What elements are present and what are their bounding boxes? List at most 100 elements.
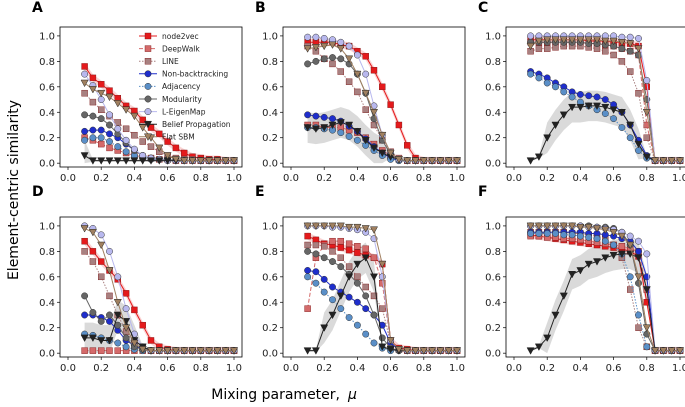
y-tick-label: 0.4 xyxy=(485,108,501,119)
data-point xyxy=(88,86,97,94)
data-point xyxy=(321,243,328,250)
data-point xyxy=(97,157,106,165)
data-point xyxy=(585,233,593,241)
data-point xyxy=(361,254,370,262)
data-point xyxy=(386,346,395,354)
data-point xyxy=(311,125,320,133)
data-point xyxy=(370,67,378,74)
data-point xyxy=(89,112,97,120)
data-point xyxy=(378,131,387,140)
data-point xyxy=(353,223,362,232)
data-point xyxy=(97,317,105,325)
data-point xyxy=(651,347,660,355)
data-point xyxy=(378,321,386,329)
data-point xyxy=(551,121,560,130)
data-point xyxy=(362,305,370,313)
panel-F: F 0.0 0.2 0.4 0.6 0.8 1.0 0.0 0.2 0.4 0.6 0.8 1.0 xyxy=(478,184,685,374)
y-tick-label: 0.8 xyxy=(485,57,501,68)
bp-uncertainty-band xyxy=(307,242,457,352)
data-point xyxy=(155,347,164,355)
data-point xyxy=(106,311,113,319)
data-point xyxy=(88,157,97,165)
x-tick-label: 0.8 xyxy=(416,363,432,374)
data-point xyxy=(403,347,412,355)
data-point xyxy=(635,311,642,319)
data-point xyxy=(675,347,685,355)
data-point xyxy=(312,250,320,258)
data-point xyxy=(353,321,361,329)
bp-uncertainty-band xyxy=(84,299,234,354)
data-point xyxy=(568,222,577,231)
data-point xyxy=(617,109,626,117)
data-point xyxy=(609,251,618,260)
data-point xyxy=(601,226,610,234)
data-point xyxy=(337,263,345,271)
bp-uncertainty-band xyxy=(530,238,680,354)
data-point xyxy=(304,273,312,281)
legend-marker xyxy=(143,133,153,141)
data-point xyxy=(81,311,89,319)
data-point xyxy=(617,232,626,241)
data-point xyxy=(642,153,651,161)
data-point xyxy=(634,45,643,53)
y-tick-label: 0.6 xyxy=(39,272,55,283)
x-tick-label: 0.6 xyxy=(606,173,622,184)
data-point xyxy=(88,229,97,237)
data-point xyxy=(89,74,97,82)
y-tick-label: 0.2 xyxy=(39,133,55,144)
data-point xyxy=(585,92,593,100)
x-tick-label: 0.6 xyxy=(383,363,399,374)
data-point xyxy=(188,157,197,165)
data-point xyxy=(568,271,577,279)
x-tick-label: 0.4 xyxy=(572,173,588,184)
data-point xyxy=(329,60,336,68)
data-point xyxy=(411,347,420,355)
data-point xyxy=(643,134,650,141)
data-point xyxy=(635,89,642,97)
data-point xyxy=(634,140,643,149)
data-point xyxy=(576,223,585,232)
data-point xyxy=(543,36,552,44)
data-point xyxy=(403,157,412,165)
data-point xyxy=(171,347,180,355)
data-point xyxy=(395,121,403,129)
data-point xyxy=(552,230,559,237)
y-tick-label: 0.0 xyxy=(485,349,501,360)
data-point xyxy=(336,45,345,53)
bp-uncertainty-band xyxy=(307,107,457,164)
data-point xyxy=(106,121,113,129)
data-point xyxy=(527,70,535,78)
data-point xyxy=(568,93,576,101)
data-point xyxy=(635,247,642,255)
data-point xyxy=(180,157,189,165)
data-point xyxy=(592,36,602,44)
data-point xyxy=(526,347,535,355)
data-point xyxy=(147,337,155,344)
data-point xyxy=(304,232,311,240)
data-point xyxy=(329,237,336,245)
data-point xyxy=(81,127,89,135)
data-point xyxy=(80,225,89,233)
data-point xyxy=(196,347,205,355)
data-point xyxy=(329,54,336,61)
data-point xyxy=(122,106,131,114)
data-point xyxy=(337,305,345,313)
data-point xyxy=(543,79,551,87)
data-point xyxy=(113,299,122,307)
data-point xyxy=(353,298,361,306)
data-point xyxy=(97,106,105,113)
x-tick-label: 1.0 xyxy=(672,363,685,374)
data-point xyxy=(229,157,239,165)
data-point xyxy=(526,222,535,231)
data-point xyxy=(560,231,568,239)
data-point xyxy=(378,343,387,351)
x-tick-label: 0.6 xyxy=(383,173,399,184)
data-point xyxy=(105,157,114,165)
x-tick-label: 0.8 xyxy=(639,363,655,374)
data-point xyxy=(188,347,197,355)
y-tick-label: 1.0 xyxy=(485,221,501,232)
data-point xyxy=(337,38,345,46)
legend-item-sbm: Flat SBM xyxy=(139,133,195,142)
data-point xyxy=(147,143,155,150)
data-point xyxy=(122,148,130,156)
